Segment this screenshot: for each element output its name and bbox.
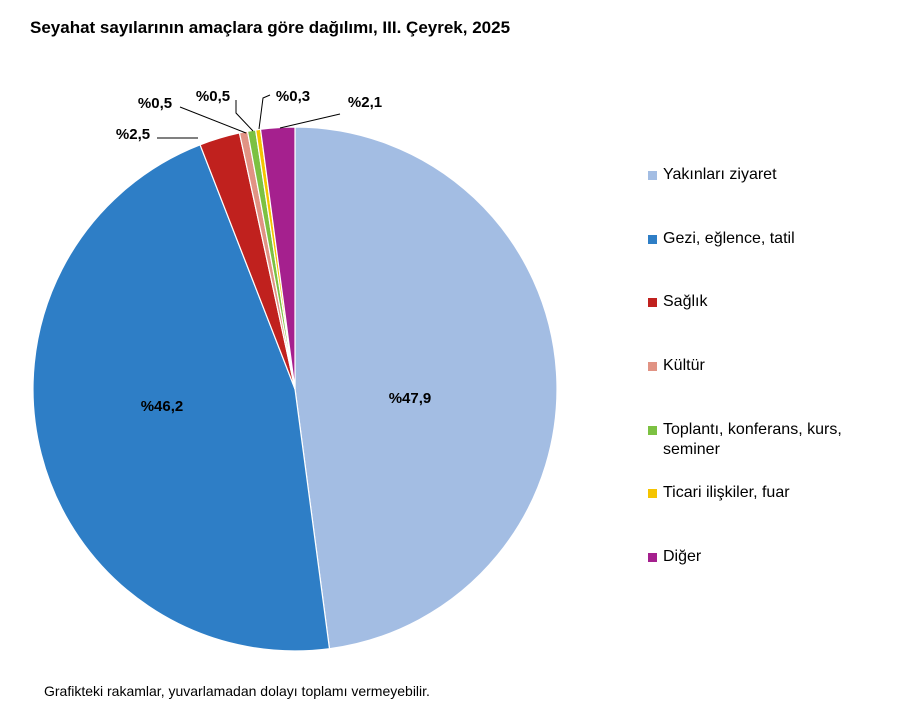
legend-item-kultur: Kültür <box>648 356 888 376</box>
data-label-ticari-iliskiler-fuar: %0,3 <box>276 88 310 105</box>
data-label-kultur: %0,5 <box>138 95 172 112</box>
chart-title: Seyahat sayılarının amaçlara göre dağılı… <box>30 18 511 37</box>
legend-item-gezi-eglence-tatil: Gezi, eğlence, tatil <box>648 229 888 249</box>
legend-label: Kültür <box>663 357 705 374</box>
data-label-saglik: %2,5 <box>116 126 150 143</box>
legend-item-ticari-iliskiler-fuar: Ticari ilişkiler, fuar <box>648 483 888 503</box>
legend-swatch <box>648 362 657 371</box>
pie-slice-yakinlari-ziyaret <box>294 126 558 650</box>
leader-line-diger <box>279 113 341 129</box>
legend-swatch <box>648 171 657 180</box>
leader-line-kultur <box>179 106 247 134</box>
legend-label: Gezi, eğlence, tatil <box>663 230 795 247</box>
legend-label: Ticari ilişkiler, fuar <box>663 484 790 501</box>
legend-label: Sağlık <box>663 293 708 310</box>
data-label-yakinlari-ziyaret: %47,9 <box>389 390 432 407</box>
legend-swatch <box>648 553 657 562</box>
leader-line-ticari-iliskiler-fuar <box>258 94 271 130</box>
legend-item-toplanti-konferans-kurs-seminer: Toplantı, konferans, kurs, seminer <box>648 420 888 460</box>
data-label-gezi-eglence-tatil: %46,2 <box>141 398 184 415</box>
legend-swatch <box>648 235 657 244</box>
pie-slice-diger <box>259 126 296 390</box>
legend-item-saglik: Sağlık <box>648 292 888 312</box>
footnote: Grafikteki rakamlar, yuvarlamadan dolayı… <box>44 683 430 699</box>
data-label-diger: %2,1 <box>348 94 382 111</box>
legend-label: Toplantı, konferans, kurs, seminer <box>663 421 842 458</box>
legend-item-yakinlari-ziyaret: Yakınları ziyaret <box>648 165 888 185</box>
legend-swatch <box>648 426 657 435</box>
legend-swatch <box>648 489 657 498</box>
legend-item-diger: Diğer <box>648 547 888 567</box>
leader-line-toplanti-konferans-kurs-seminer <box>235 100 254 132</box>
legend-label: Yakınları ziyaret <box>663 166 777 183</box>
legend-swatch <box>648 298 657 307</box>
pie-slice-gezi-eglence-tatil <box>32 144 331 652</box>
legend-label: Diğer <box>663 548 702 565</box>
data-label-toplanti-konferans-kurs-seminer: %0,5 <box>196 88 230 105</box>
